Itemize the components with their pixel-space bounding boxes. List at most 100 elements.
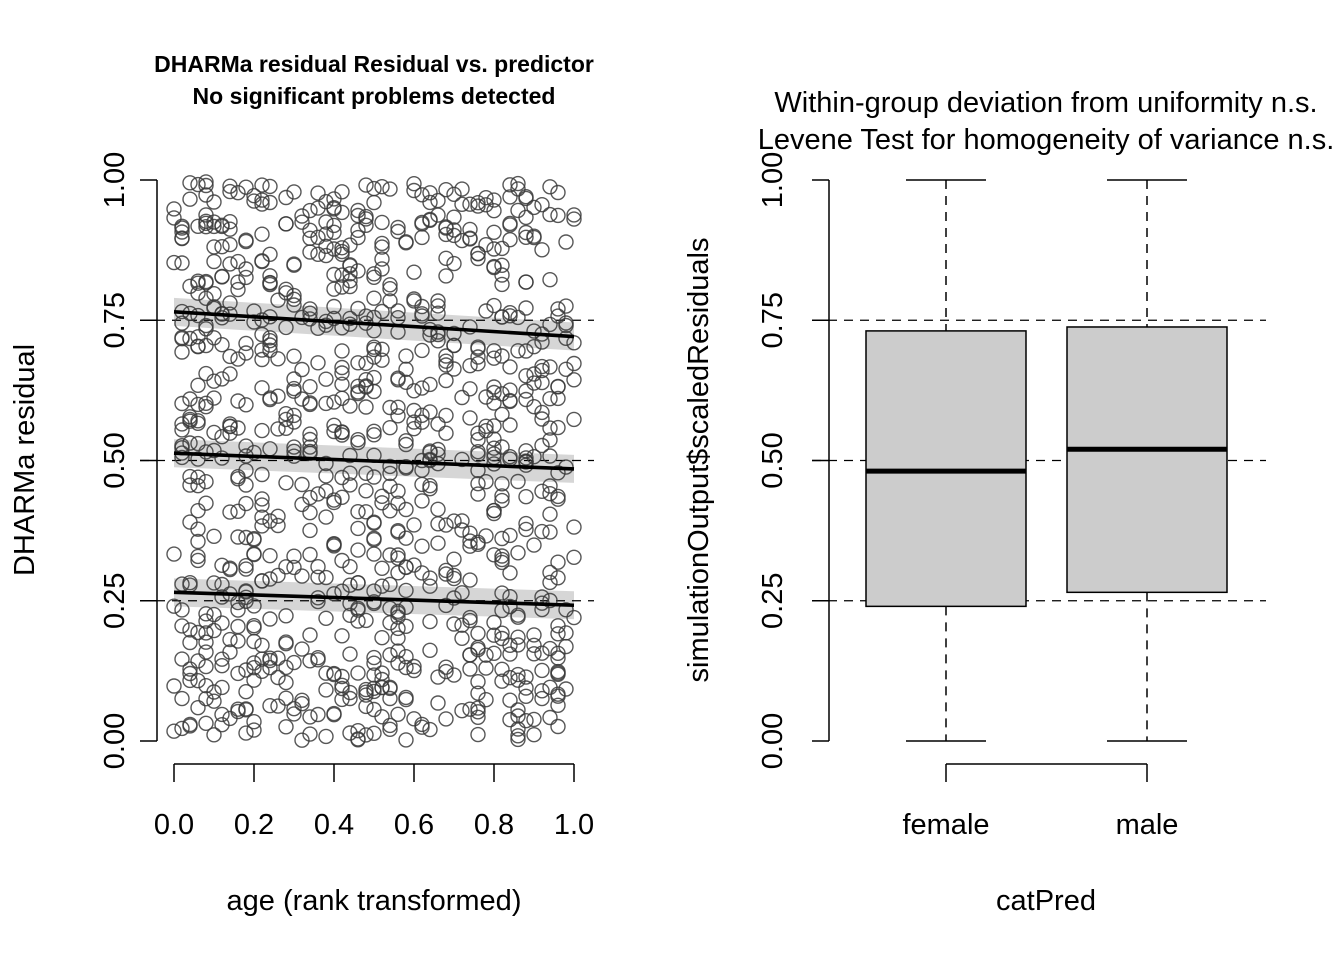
scatter-point: [182, 278, 198, 294]
scatter-point: [350, 613, 366, 629]
scatter-point: [398, 436, 414, 453]
scatter-point: [326, 191, 342, 207]
scatter-point: [470, 245, 486, 262]
scatter-point: [502, 359, 518, 375]
scatter-point: [350, 723, 366, 739]
scatter-point: [238, 584, 254, 600]
scatter-point: [302, 546, 318, 563]
scatter-point: [350, 542, 366, 558]
y-axis: 0.00 0.25 0.50 0.75 1.00: [757, 152, 830, 769]
scatter-point: [542, 564, 558, 581]
scatter-point: [406, 414, 422, 430]
scatter-point: [238, 495, 254, 512]
scatter-point: [390, 223, 406, 240]
scatter-point: [382, 458, 398, 475]
scatter-point: [446, 209, 462, 225]
scatter-point: [438, 425, 454, 441]
scatter-point: [286, 184, 302, 200]
scatter-point: [438, 566, 454, 582]
scatter-point: [382, 293, 398, 309]
scatter-point: [478, 197, 494, 213]
scatter-point: [222, 256, 238, 272]
scatter-point: [214, 658, 230, 674]
scatter-subtitle: No significant problems detected: [193, 83, 556, 109]
scatter-point: [430, 695, 446, 711]
scatter-point: [230, 281, 246, 298]
scatter-point: [390, 620, 406, 637]
scatter-point: [206, 286, 222, 302]
scatter-point: [438, 268, 454, 284]
scatter-point: [382, 679, 398, 695]
scatter-point: [542, 574, 558, 591]
scatter-point: [518, 713, 534, 729]
scatter-point: [246, 660, 262, 676]
x-tick-label: 1.0: [554, 809, 594, 841]
scatter-point: [542, 524, 558, 540]
scatter-point: [278, 216, 294, 232]
scatter-point: [334, 668, 350, 685]
y-tick-label: 0.25: [757, 573, 789, 629]
scatter-point: [334, 204, 350, 221]
scatter-point: [366, 266, 382, 282]
scatter-point: [518, 274, 534, 290]
scatter-point: [462, 230, 478, 246]
scatter-point: [286, 257, 302, 273]
scatter-point: [382, 503, 398, 519]
scatter-point: [350, 600, 366, 616]
scatter-point: [510, 473, 526, 490]
scatter-point: [254, 497, 270, 513]
scatter-point: [534, 645, 550, 661]
scatter-point: [414, 380, 430, 396]
scatter-point: [262, 178, 278, 195]
scatter-point: [350, 355, 366, 371]
scatter-point: [174, 344, 190, 360]
scatter-point: [518, 209, 534, 226]
scatter-point: [470, 250, 486, 267]
scatter-point: [222, 425, 238, 441]
scatter-point: [454, 451, 470, 468]
x-tick-label: 0.4: [314, 809, 354, 841]
scatter-point: [174, 422, 190, 438]
scatter-point: [438, 659, 454, 675]
scatter-point: [366, 683, 382, 700]
scatter-point: [438, 562, 454, 579]
scatter-point: [238, 233, 254, 250]
scatter-point: [518, 343, 534, 359]
scatter-point: [374, 671, 390, 688]
scatter-point: [318, 371, 334, 387]
scatter-point: [230, 701, 246, 717]
scatter-point: [542, 420, 558, 436]
scatter-point: [478, 236, 494, 253]
scatter-point: [470, 349, 486, 365]
scatter-point: [470, 340, 486, 357]
scatter-point: [366, 725, 382, 741]
scatter-point: [414, 306, 430, 322]
scatter-point: [398, 582, 414, 599]
x-tick-label: 0.0: [154, 809, 194, 841]
scatter-point: [406, 293, 422, 309]
scatter-point: [302, 709, 318, 725]
scatter-point: [222, 183, 238, 200]
scatter-point: [190, 329, 206, 345]
scatter-point: [534, 690, 550, 707]
scatter-point: [310, 559, 326, 575]
scatter-point: [438, 226, 454, 243]
scatter-point: [318, 455, 334, 472]
scatter-point: [302, 489, 318, 506]
scatter-point: [486, 241, 502, 257]
scatter-point: [350, 202, 366, 219]
scatter-point: [198, 177, 214, 194]
scatter-point: [550, 645, 566, 661]
scatter-point: [254, 196, 270, 212]
scatter-point: [430, 207, 446, 223]
scatter-point: [174, 602, 190, 618]
scatter-point: [270, 421, 286, 437]
scatter-point: [430, 516, 446, 532]
scatter-point: [518, 521, 534, 538]
scatter-point: [366, 427, 382, 443]
scatter-point: [302, 653, 318, 669]
scatter-point: [262, 513, 278, 529]
scatter-point: [534, 683, 550, 699]
scatter-point: [254, 342, 270, 358]
scatter-point: [302, 439, 318, 455]
